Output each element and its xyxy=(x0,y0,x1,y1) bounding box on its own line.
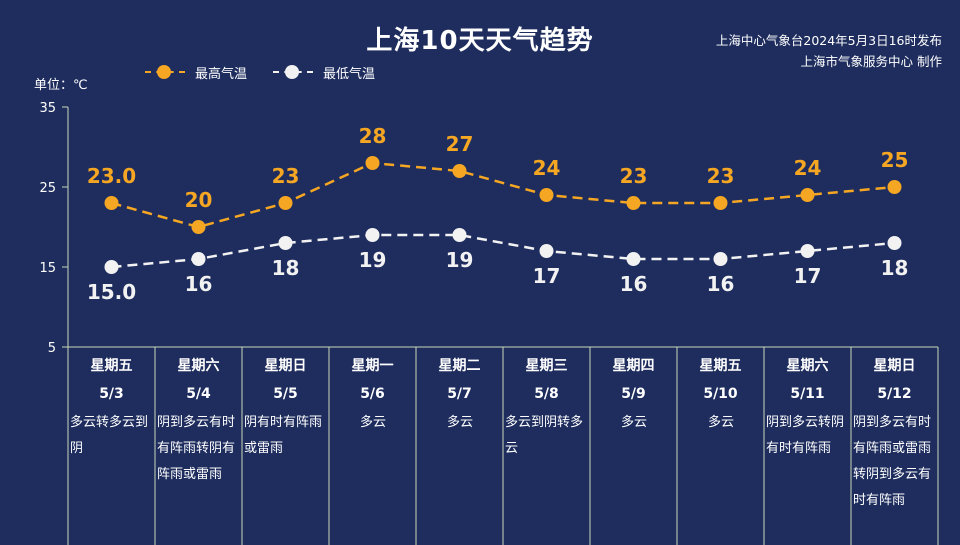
weather-text: 多云 xyxy=(359,415,386,430)
y-tick-label: 35 xyxy=(39,101,56,116)
date-label: 5/12 xyxy=(877,386,912,402)
low-temp-label: 15.0 xyxy=(87,280,136,304)
y-tick-label: 5 xyxy=(48,341,56,356)
weather-text: 多云 xyxy=(707,415,734,430)
weather-text: 阴到多云有时有阵雨转阴有阵雨或雷雨 xyxy=(157,415,236,482)
high-temp-label: 25 xyxy=(881,148,909,172)
date-label: 5/4 xyxy=(186,386,211,402)
date-label: 5/7 xyxy=(447,386,472,402)
high-temp-label: 23.0 xyxy=(87,164,136,188)
low-temp-label: 19 xyxy=(359,248,387,272)
legend-marker-high xyxy=(145,62,185,82)
high-temp-point xyxy=(626,196,641,210)
weekday-label: 星期二 xyxy=(438,358,481,374)
date-label: 5/9 xyxy=(621,386,646,402)
weather-text: 多云 xyxy=(446,415,473,430)
weekday-label: 星期五 xyxy=(699,358,742,374)
low-temp-point xyxy=(800,244,815,258)
low-temp-point xyxy=(713,252,728,266)
date-label: 5/11 xyxy=(790,386,825,402)
date-label: 5/10 xyxy=(703,386,738,402)
weekday-label: 星期六 xyxy=(786,358,829,374)
high-temp-point xyxy=(452,164,467,178)
weather-text: 多云转多云到阴 xyxy=(70,415,149,456)
high-temp-point xyxy=(104,196,119,210)
high-temp-label: 23 xyxy=(707,164,735,188)
low-temp-point xyxy=(539,244,554,258)
high-temp-point xyxy=(278,196,293,210)
weather-text: 多云 xyxy=(620,415,647,430)
high-temp-point xyxy=(713,196,728,210)
high-temp-label: 20 xyxy=(185,188,213,212)
weather-text: 阴到多云转阴有时有阵雨 xyxy=(766,415,845,456)
weekday-label: 星期日 xyxy=(873,358,916,374)
day-column: 星期日 5/12 xyxy=(851,352,938,408)
day-column: 星期一 5/6 xyxy=(329,352,416,408)
low-temp-label: 16 xyxy=(185,272,213,296)
day-column: 星期四 5/9 xyxy=(590,352,677,408)
weather-text: 阴有时有阵雨或雷雨 xyxy=(244,415,323,456)
low-temp-label: 18 xyxy=(272,256,300,280)
low-temp-point xyxy=(887,236,902,250)
date-label: 5/8 xyxy=(534,386,559,402)
low-temp-label: 18 xyxy=(881,256,909,280)
low-temp-label: 19 xyxy=(446,248,474,272)
page-title: 上海10天天气趋势 xyxy=(366,26,594,56)
high-temp-label: 24 xyxy=(533,156,561,180)
y-tick-label: 25 xyxy=(39,181,56,196)
high-temp-point xyxy=(887,180,902,194)
source-info: 上海中心气象台2024年5月3日16时发布 上海市气象服务中心 制作 xyxy=(716,30,942,72)
low-temp-point xyxy=(365,228,380,242)
weekday-label: 星期五 xyxy=(90,358,133,374)
high-temp-point xyxy=(191,220,206,234)
high-temp-label: 23 xyxy=(620,164,648,188)
low-temp-label: 16 xyxy=(707,272,735,296)
y-tick-label: 15 xyxy=(39,261,56,276)
weather-text: 阴到多云有时有阵雨或雷雨转阴到多云有时有阵雨 xyxy=(853,415,932,508)
low-temp-line xyxy=(111,233,895,269)
high-temp-point xyxy=(539,188,554,202)
low-temp-point xyxy=(104,260,119,274)
weekday-label: 星期一 xyxy=(351,358,394,374)
low-temp-point xyxy=(626,252,641,266)
day-column: 星期五 5/10 xyxy=(677,352,764,408)
high-temp-label: 24 xyxy=(794,156,822,180)
high-temp-point xyxy=(365,156,380,170)
day-column: 星期二 5/7 xyxy=(416,352,503,408)
high-temp-label: 27 xyxy=(446,132,474,156)
day-column: 星期日 5/5 xyxy=(242,352,329,408)
low-temp-point xyxy=(191,252,206,266)
day-column: 星期六 5/11 xyxy=(764,352,851,408)
legend-marker-low xyxy=(273,62,313,82)
low-temp-label: 16 xyxy=(620,272,648,296)
low-temp-label: 17 xyxy=(533,264,561,288)
weekday-label: 星期三 xyxy=(525,358,568,374)
day-column: 星期三 5/8 xyxy=(503,352,590,408)
weather-text: 多云到阴转多云 xyxy=(505,415,584,456)
day-column: 星期五 5/3 xyxy=(68,352,155,408)
low-temp-point xyxy=(452,228,467,242)
unit-label: 单位：℃ xyxy=(34,78,88,93)
source-line-2: 上海市气象服务中心 制作 xyxy=(800,54,942,69)
legend-label-high: 最高气温 xyxy=(195,66,248,82)
weekday-label: 星期四 xyxy=(612,358,655,374)
legend-item-high: 最高气温 xyxy=(145,62,247,82)
high-temp-label: 23 xyxy=(272,164,300,188)
high-temp-line xyxy=(111,161,895,229)
low-temp-label: 17 xyxy=(794,264,822,288)
legend-item-low: 最低气温 xyxy=(273,62,375,82)
date-label: 5/6 xyxy=(360,386,385,402)
weekday-label: 星期六 xyxy=(177,358,220,374)
high-temp-label: 28 xyxy=(359,124,387,148)
date-label: 5/3 xyxy=(99,386,124,402)
weekday-label: 星期日 xyxy=(264,358,307,374)
high-temp-point xyxy=(800,188,815,202)
source-line-1: 上海中心气象台2024年5月3日16时发布 xyxy=(715,33,942,48)
low-temp-point xyxy=(278,236,293,250)
date-label: 5/5 xyxy=(273,386,298,402)
day-column: 星期六 5/4 xyxy=(155,352,242,408)
legend-label-low: 最低气温 xyxy=(323,66,376,82)
